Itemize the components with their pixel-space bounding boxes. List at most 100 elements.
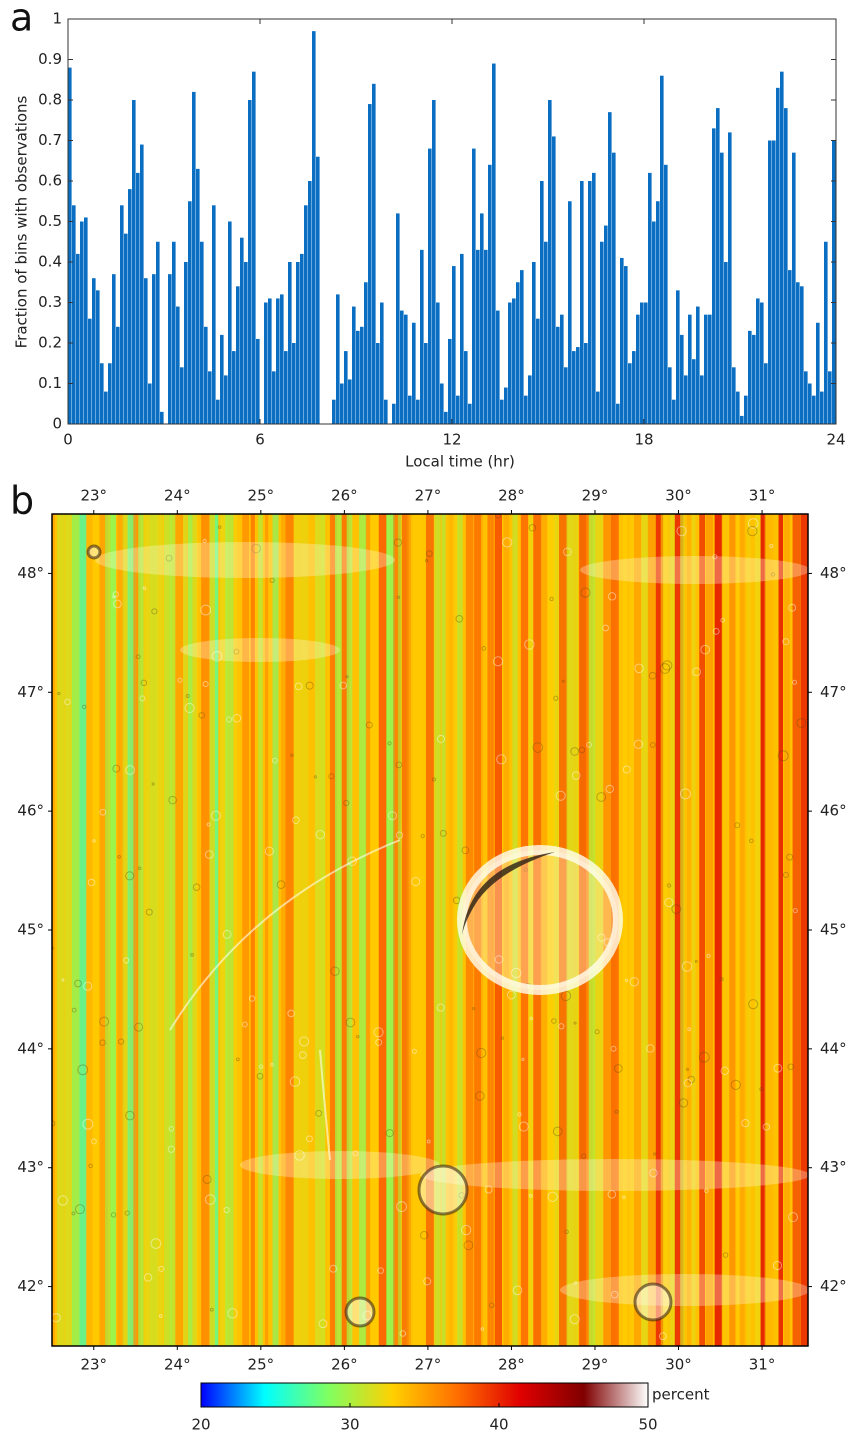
bar <box>304 205 308 424</box>
bar <box>416 399 420 424</box>
map-crater <box>769 544 774 549</box>
panel-label: b <box>10 479 34 523</box>
bar <box>600 241 604 424</box>
map-stripe <box>138 514 144 1346</box>
map-crater <box>597 933 606 942</box>
panel-label: a <box>10 0 33 40</box>
map-crater <box>523 867 528 872</box>
bar <box>68 67 72 424</box>
map-crater-shadow <box>462 852 555 935</box>
bar <box>216 399 220 424</box>
map-crater <box>202 681 209 688</box>
map-crater <box>747 525 758 537</box>
bar <box>332 399 336 424</box>
y-tick-label: 1 <box>52 10 62 28</box>
bar <box>548 100 552 424</box>
map-crater <box>158 1314 163 1318</box>
colorbar-label: percent <box>652 1386 710 1404</box>
map-crater <box>222 929 232 939</box>
map-crater <box>722 1252 729 1258</box>
bar <box>772 140 776 424</box>
bar <box>496 310 500 424</box>
bar <box>508 302 512 424</box>
bar <box>628 363 632 424</box>
map-stripe <box>705 514 714 1346</box>
bar <box>296 262 300 424</box>
map-stripe <box>584 514 593 1346</box>
map-crater <box>480 1327 485 1331</box>
map-stripe <box>85 514 95 1346</box>
bar <box>788 270 792 424</box>
map-crater <box>112 595 116 599</box>
bar <box>344 351 348 424</box>
bar <box>544 241 548 424</box>
map-crater <box>77 1064 89 1076</box>
map-crater <box>666 883 672 888</box>
bar <box>568 201 572 424</box>
map-crater <box>206 822 211 827</box>
map-stripe <box>144 514 150 1346</box>
map-stripe <box>588 514 596 1346</box>
bar <box>100 363 104 424</box>
map-crater <box>185 694 190 699</box>
map-crater <box>687 1027 692 1032</box>
map-crater <box>792 907 798 914</box>
bar <box>380 302 384 424</box>
map-crater <box>436 1003 445 1012</box>
map-stripe <box>225 514 234 1346</box>
map-crater <box>777 750 789 762</box>
colorbar-tick-label: 40 <box>489 1416 508 1434</box>
y-tick-label: 46° <box>820 802 847 820</box>
map-crater <box>561 679 565 683</box>
bar <box>720 152 724 424</box>
map-crater <box>649 1168 658 1178</box>
map-crater <box>578 746 586 754</box>
map-crater <box>500 1036 505 1040</box>
map-crater <box>679 788 691 800</box>
map-crater <box>258 1064 264 1069</box>
bar <box>436 302 440 424</box>
map-crater <box>687 1075 696 1084</box>
bar <box>180 367 184 424</box>
x-tick-label: 31° <box>749 1356 776 1374</box>
map-stripe <box>105 514 114 1346</box>
bar <box>432 100 436 424</box>
x-tick-label: 26° <box>331 1356 358 1374</box>
bar <box>80 221 84 424</box>
map-crater <box>209 1307 214 1312</box>
map-stripe <box>79 514 87 1346</box>
bar <box>292 343 296 424</box>
map-crater <box>518 1121 529 1132</box>
map-stripe <box>164 514 173 1346</box>
bar <box>604 225 608 424</box>
map-crater <box>145 908 153 916</box>
map-stripe <box>764 514 774 1346</box>
map-crater <box>524 639 535 650</box>
map-crater <box>328 773 335 780</box>
bar <box>276 298 280 424</box>
bar <box>176 306 180 424</box>
map-crater <box>706 953 711 958</box>
map-crater <box>622 1195 626 1200</box>
bar <box>672 399 676 424</box>
map-crater <box>217 525 222 529</box>
bar <box>500 399 504 424</box>
map-crater <box>610 1290 619 1299</box>
map-crater <box>529 1016 534 1021</box>
map-crater <box>692 667 702 677</box>
map-crater <box>373 1027 384 1038</box>
bar <box>524 395 528 424</box>
bar <box>512 298 516 424</box>
x-tick-label: 25° <box>248 487 275 505</box>
map-crater <box>613 1064 623 1073</box>
map-stripe <box>320 514 326 1346</box>
map-crater <box>270 1062 274 1067</box>
map-crater <box>741 1118 750 1128</box>
map-stripe <box>192 514 199 1346</box>
map-crater <box>782 638 790 646</box>
map-crater <box>528 1193 533 1198</box>
map-stripe <box>92 514 101 1346</box>
map-crater <box>294 682 303 691</box>
map-crater <box>571 771 581 780</box>
map-crater <box>649 742 656 748</box>
